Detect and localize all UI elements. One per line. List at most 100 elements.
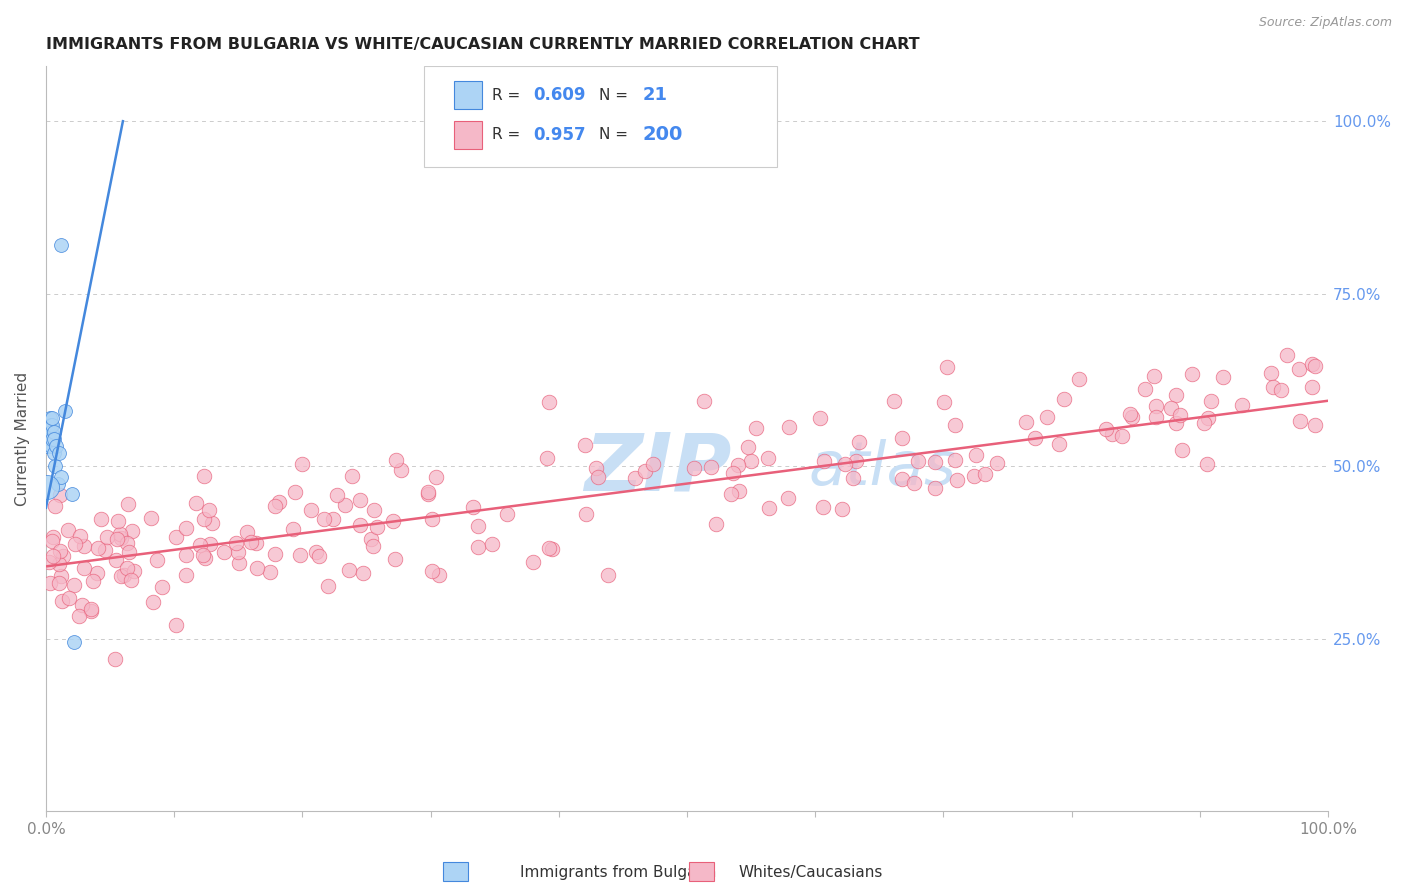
Point (536, 450, 558, 465)
Point (110, 531, 132, 545)
Point (963, 468, 986, 483)
Point (623, 471, 645, 485)
Point (758, 501, 780, 516)
Point (117, 498, 139, 512)
Point (188, 538, 211, 552)
Point (38, 425, 60, 439)
Point (682, 460, 704, 475)
Point (1192, 416, 1215, 430)
Point (39, 439, 62, 453)
Point (62, 578, 84, 592)
Point (42, 531, 65, 545)
Point (1305, 418, 1327, 433)
Point (198, 503, 221, 517)
Point (110, 568, 132, 582)
Point (284, 484, 307, 499)
Point (94, 542, 117, 557)
Point (67, 608, 90, 623)
Point (198, 537, 221, 551)
Point (943, 453, 966, 467)
Point (191, 549, 214, 563)
Point (201, 516, 224, 530)
Point (363, 503, 385, 517)
Point (79, 604, 101, 618)
Point (416, 487, 439, 501)
Point (340, 469, 363, 483)
Point (1301, 357, 1323, 371)
Point (883, 394, 905, 409)
Point (259, 566, 281, 580)
Point (727, 484, 749, 499)
Point (44, 500, 66, 514)
Point (41, 417, 63, 432)
Point (42, 445, 65, 459)
Point (1199, 394, 1222, 409)
Point (142, 595, 165, 609)
Point (318, 579, 340, 593)
Point (1014, 415, 1036, 429)
Point (634, 464, 657, 478)
Text: R =: R = (492, 87, 526, 103)
Point (165, 617, 187, 632)
Point (90, 512, 112, 526)
Point (63, 635, 86, 649)
Text: atlas: atlas (808, 439, 956, 498)
Point (522, 555, 544, 569)
Point (1168, 408, 1191, 422)
Point (115, 536, 138, 550)
Point (890, 472, 912, 486)
Point (1036, 409, 1059, 424)
Text: 200: 200 (643, 125, 682, 145)
Point (308, 549, 330, 563)
Point (39, 417, 62, 432)
Point (1260, 366, 1282, 380)
Point (46, 476, 69, 491)
Point (425, 470, 447, 484)
Point (1270, 384, 1292, 398)
Point (325, 487, 347, 501)
Point (41, 411, 63, 425)
Point (37, 480, 59, 494)
Point (174, 521, 197, 535)
Point (467, 519, 489, 533)
Point (778, 420, 800, 434)
Point (841, 471, 863, 485)
Point (41, 533, 63, 548)
Point (756, 451, 779, 466)
Point (42, 425, 65, 439)
Point (924, 481, 946, 495)
Point (745, 421, 768, 435)
Point (48, 576, 70, 591)
Point (1275, 347, 1298, 361)
Point (42, 432, 65, 446)
Point (461, 500, 484, 515)
Point (1261, 380, 1284, 394)
Point (82, 574, 104, 588)
Point (53, 404, 76, 418)
Point (38, 411, 60, 425)
Point (382, 514, 405, 528)
Point (1047, 437, 1070, 451)
Point (740, 454, 762, 468)
Point (1181, 367, 1204, 381)
Point (965, 449, 987, 463)
Point (305, 545, 328, 559)
Text: R =: R = (492, 128, 526, 142)
Point (63, 537, 86, 551)
Point (481, 537, 503, 551)
Point (1288, 362, 1310, 376)
Text: Source: ZipAtlas.com: Source: ZipAtlas.com (1258, 16, 1392, 29)
Point (1101, 426, 1123, 441)
Point (45, 439, 67, 453)
Point (811, 500, 834, 514)
Point (1171, 442, 1194, 457)
FancyBboxPatch shape (454, 81, 482, 110)
Point (366, 520, 388, 534)
Point (110, 527, 132, 541)
Point (48, 445, 70, 459)
Point (1143, 368, 1166, 383)
Point (184, 496, 207, 510)
Text: 0.957: 0.957 (533, 126, 586, 144)
Point (349, 493, 371, 508)
Point (1301, 380, 1323, 394)
